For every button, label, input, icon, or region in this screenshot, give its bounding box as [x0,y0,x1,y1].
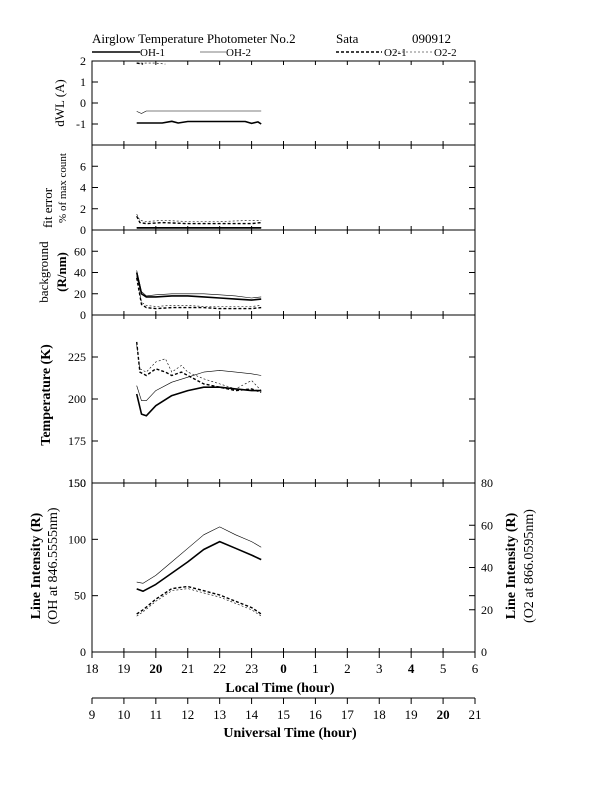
local-xtick-label: 4 [408,661,415,676]
ytick-label-dwl: 1 [80,75,86,89]
ytick-label-fit-error: 6 [80,159,86,173]
ytick-label-intensity: 0 [80,645,86,659]
universal-xtick-label: 11 [150,707,163,722]
ylabel-dwl: dWL (A) [52,79,67,127]
series-temperature-o2-2 [136,345,262,391]
universal-xtick-label: 16 [309,707,323,722]
local-xtick-label: 2 [344,661,351,676]
panel-frame-intensity [91,482,476,653]
universal-xtick-label: 18 [373,707,386,722]
legend-label-oh2: OH-2 [226,47,251,59]
local-xtick-label: 3 [376,661,383,676]
series-dwl-o2-2 [136,62,166,65]
local-xtick-label: 21 [181,661,194,676]
chart-title: Airglow Temperature Photometer No.2 [92,31,296,46]
panel-frame-background [91,229,476,316]
ytick-label-background: 0 [80,308,86,322]
universal-xtick-label: 12 [181,707,194,722]
ytick-label-background: 60 [74,244,86,258]
series-temperature-oh-1 [135,386,262,417]
universal-xtick-label: 14 [245,707,259,722]
ylabel-intensity-right: Line Intensity (R) [504,512,519,619]
series-fit-error-o2-1 [136,215,262,225]
series-background-o2-1 [136,277,262,310]
ytick-label-temperature: 225 [68,350,86,364]
ylabel-fit-error: fit error [40,187,55,228]
series-temperature-o2-1 [136,341,262,393]
local-xtick-label: 20 [149,661,162,676]
y2tick-label-intensity: 0 [481,645,487,659]
ylabel-intensity-left-sub: (OH at 846.5555nm) [46,507,61,624]
series-background-oh-2 [136,270,262,299]
ylabel-fit-error-unit: % of max count [57,153,69,223]
ytick-label-intensity: 150 [68,476,86,490]
series-temperature-oh-2 [136,370,262,402]
series-dwl-oh-1 [136,120,262,125]
ytick-label-fit-error: 0 [80,223,86,237]
ytick-label-temperature: 175 [68,434,86,448]
universal-xtick-label: 19 [405,707,418,722]
universal-xtick-label: 21 [469,707,482,722]
series-intensity-o2-1 [136,585,262,615]
universal-xtick-label: 17 [341,707,355,722]
series-dwl-oh-2 [136,110,262,114]
universal-xtick-label: 13 [213,707,226,722]
local-xtick-label: 1 [312,661,319,676]
ytick-label-background: 20 [74,287,86,301]
ylabel-intensity-right-sub: (O2 at 866.0595nm) [522,509,537,623]
ylabel-background-unit: (R/nm) [54,252,69,292]
series-intensity-oh-2 [136,526,262,584]
y2tick-label-intensity: 20 [481,603,493,617]
panel-frame-fit-error [91,144,476,231]
series-background-oh-1 [135,272,262,301]
ylabel-background: background [36,241,51,303]
series-fit-error-o2-2 [136,213,262,222]
local-xtick-label: 23 [245,661,258,676]
ytick-label-dwl: 2 [80,54,86,68]
local-xtick-label: 6 [472,661,479,676]
local-xtick-label: 22 [213,661,226,676]
ytick-label-fit-error: 4 [80,181,86,195]
series-intensity-o2-2 [136,588,262,617]
y2tick-label-intensity: 40 [481,561,493,575]
legend: OH-1 OH-2 O2-1 O2-2 [92,47,457,59]
local-axis-label: Local Time (hour) [225,681,334,696]
chart-marks: -101202460204060150175200225050100150020… [68,54,493,722]
universal-axis-label: Universal Time (hour) [223,726,357,741]
ylabel-temperature: Temperature (K) [39,344,54,446]
local-xtick-label: 0 [280,661,287,676]
ytick-label-intensity: 100 [68,532,86,546]
ytick-label-fit-error: 2 [80,202,86,216]
ylabel-intensity-left: Line Intensity (R) [29,512,44,619]
universal-xtick-label: 10 [117,707,130,722]
universal-xtick-label: 15 [277,707,290,722]
ytick-label-intensity: 50 [74,589,86,603]
local-xtick-label: 18 [86,661,99,676]
panel-frame-dwl [91,60,476,146]
series-background-o2-2 [136,275,262,307]
ytick-label-temperature: 150 [68,476,86,490]
ytick-label-dwl: -1 [76,117,86,131]
panel-frame-temperature [91,314,476,484]
site-label: Sata [336,31,359,46]
legend-label-oh1: OH-1 [140,47,165,59]
legend-label-o21: O2-1 [384,47,407,59]
local-xtick-label: 19 [117,661,130,676]
universal-xtick-label: 9 [89,707,96,722]
series-intensity-oh-1 [136,540,262,593]
ytick-label-temperature: 200 [68,392,86,406]
ytick-label-background: 40 [74,266,86,280]
y2tick-label-intensity: 60 [481,518,493,532]
y2tick-label-intensity: 80 [481,476,493,490]
universal-xtick-label: 20 [437,707,450,722]
date-label: 090912 [412,31,451,46]
local-xtick-label: 5 [440,661,447,676]
legend-label-o22: O2-2 [434,47,457,59]
ytick-label-dwl: 0 [80,96,86,110]
